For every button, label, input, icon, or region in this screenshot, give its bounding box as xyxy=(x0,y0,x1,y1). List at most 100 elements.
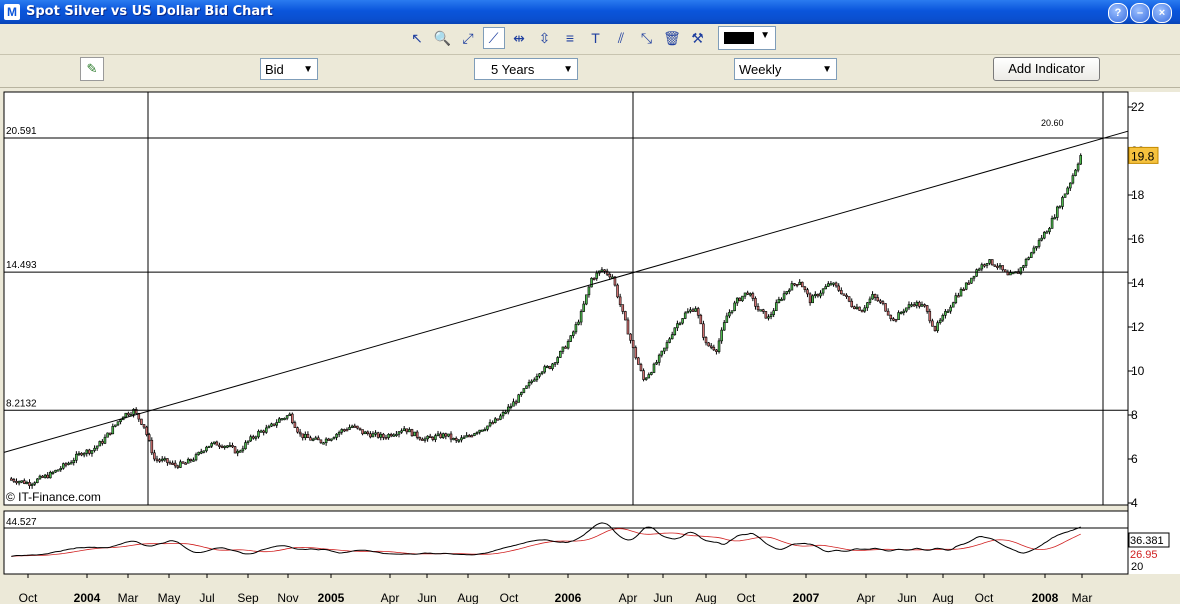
candle-body xyxy=(137,412,141,420)
candle-body xyxy=(257,430,260,438)
trend-line[interactable] xyxy=(3,130,1129,453)
candle-body xyxy=(637,357,640,365)
y-tick-label: 12 xyxy=(1131,320,1145,334)
candle-body xyxy=(548,365,552,369)
candle-body xyxy=(938,319,942,323)
fibonacci-tool[interactable]: ≡ xyxy=(559,27,581,49)
candle-body xyxy=(291,413,294,423)
main-chart-panel[interactable] xyxy=(3,91,1129,506)
line-color-picker[interactable]: ▼ xyxy=(718,26,776,50)
candle-body xyxy=(879,300,882,303)
candle-body xyxy=(980,264,984,270)
candle-body xyxy=(231,445,234,448)
candle-body xyxy=(223,445,226,448)
candle-body xyxy=(155,458,159,461)
horizontal-line-tool[interactable]: ⇹ xyxy=(508,27,530,49)
candle-body xyxy=(642,370,645,380)
candle-body xyxy=(353,425,357,428)
candle-body xyxy=(335,433,338,438)
candle-body xyxy=(56,469,60,472)
zoom-tool[interactable]: 🔍 xyxy=(432,27,454,49)
candle-body xyxy=(902,310,906,313)
candle-body xyxy=(683,312,687,319)
candle-body xyxy=(964,282,968,290)
minimize-button[interactable]: – xyxy=(1130,3,1150,23)
y-tick-label: 18 xyxy=(1131,188,1145,202)
chart-settings-button[interactable]: ✎ xyxy=(80,57,104,81)
price-chart[interactable]: 22 20 18 16 14 12 10 8 6 4 Oct 2004 Mar May Jul Sep Nov… xyxy=(0,88,1180,604)
candle-body xyxy=(478,429,481,433)
candle-body xyxy=(819,292,822,297)
candle-body xyxy=(462,436,466,439)
indicator-value-badge xyxy=(1128,532,1170,548)
candle-body xyxy=(1003,269,1007,273)
horizontal-line-icon: ⇹ xyxy=(513,30,525,46)
interval-select[interactable]: Weekly ▼ xyxy=(734,58,837,80)
candle-body xyxy=(293,422,297,428)
candle-body xyxy=(454,438,458,441)
line-tool[interactable]: ⤢ xyxy=(457,27,479,49)
candle-body xyxy=(756,306,760,311)
candle-body xyxy=(759,309,762,312)
text-tool[interactable]: T xyxy=(585,27,607,49)
candle-body xyxy=(46,474,50,479)
candle-body xyxy=(886,310,890,316)
candle-body xyxy=(512,401,515,407)
vertical-line-tool[interactable]: ⇳ xyxy=(534,27,556,49)
candle-body xyxy=(358,427,362,430)
close-button[interactable]: × xyxy=(1152,3,1172,23)
trash-icon: 🗑 xyxy=(663,30,681,46)
x-tick-label: Jul xyxy=(199,591,214,604)
candle-body xyxy=(605,270,609,275)
candle-body xyxy=(1022,265,1025,269)
add-indicator-button[interactable]: Add Indicator xyxy=(993,57,1100,81)
channel-tool[interactable]: ⫽ xyxy=(610,27,632,49)
chevron-down-icon: ▼ xyxy=(303,64,313,75)
x-tick-label: Oct xyxy=(500,591,519,604)
candle-body xyxy=(236,450,239,454)
candle-body xyxy=(990,259,994,266)
help-button[interactable]: ? xyxy=(1108,3,1128,23)
candle-body xyxy=(194,454,198,461)
candle-body xyxy=(366,431,370,435)
candle-body xyxy=(920,304,924,307)
candle-body xyxy=(441,433,445,438)
candle-body xyxy=(533,379,536,382)
candle-body xyxy=(582,303,586,312)
candle-body xyxy=(785,291,788,295)
candle-body xyxy=(681,318,684,324)
candle-body xyxy=(860,310,864,313)
watermark: © IT-Finance.com xyxy=(6,490,101,504)
candle-body xyxy=(363,431,367,435)
price-type-value: Bid xyxy=(265,62,284,77)
candle-body xyxy=(319,439,323,444)
candle-body xyxy=(923,304,926,307)
extend-line-tool[interactable]: ⤡ xyxy=(636,27,658,49)
candle-body xyxy=(538,373,541,377)
candle-body xyxy=(600,269,604,272)
delete-tool[interactable]: 🗑 xyxy=(661,27,683,49)
candle-body xyxy=(225,445,229,448)
candle-body xyxy=(1069,182,1072,189)
candle-body xyxy=(777,298,781,303)
candle-body xyxy=(655,362,658,365)
candle-body xyxy=(447,433,450,437)
candle-body xyxy=(603,269,606,272)
candle-body xyxy=(332,437,336,440)
candle-body xyxy=(907,304,911,309)
candle-body xyxy=(158,459,161,462)
period-select[interactable]: 5 Years ▼ xyxy=(474,58,578,80)
pointer-tool[interactable]: ↖ xyxy=(406,27,428,49)
candle-body xyxy=(608,273,612,278)
settings-tool[interactable]: ⚒ xyxy=(687,27,709,49)
candle-body xyxy=(748,293,752,296)
candle-body xyxy=(514,401,518,404)
price-type-select[interactable]: Bid ▼ xyxy=(260,58,318,80)
candle-body xyxy=(119,419,122,422)
candle-body xyxy=(241,448,245,452)
trend-line-tool[interactable]: ⟋ xyxy=(482,27,505,49)
candle-body xyxy=(647,374,651,379)
candle-body xyxy=(400,430,403,433)
candle-body xyxy=(715,349,718,352)
candle-body xyxy=(676,323,679,329)
